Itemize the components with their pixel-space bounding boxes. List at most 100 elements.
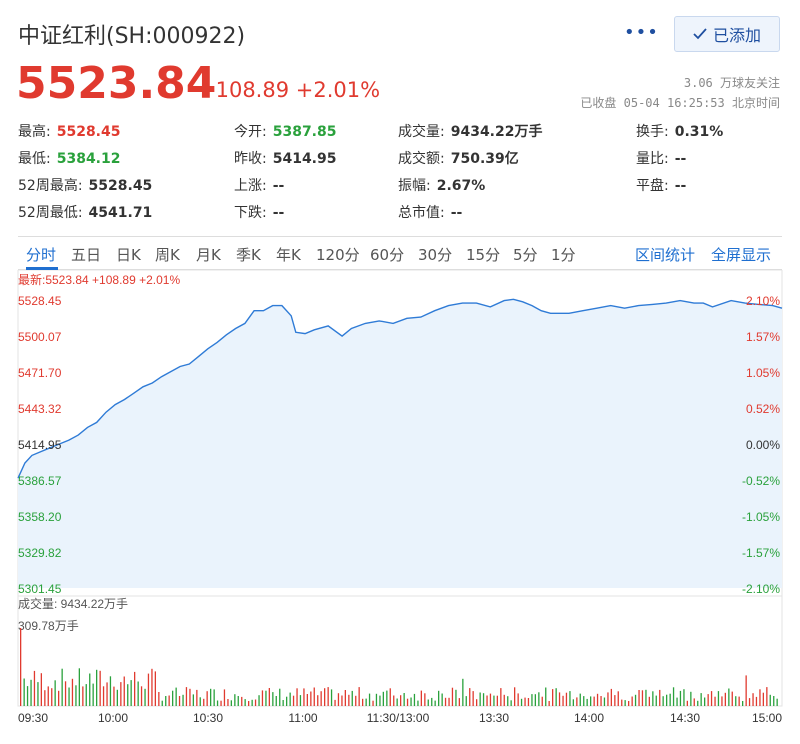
volume-bar <box>555 688 557 706</box>
volume-bar <box>127 684 129 706</box>
volume-bar <box>731 691 733 706</box>
volume-bar <box>752 693 754 706</box>
market-status: 已收盘 05-04 16:25:53 北京时间 <box>580 96 780 110</box>
volume-bar <box>444 697 447 706</box>
y-price-tick: 5471.70 <box>18 366 62 380</box>
volume-bar <box>517 693 519 706</box>
volume-bar <box>58 690 60 706</box>
volume-bar <box>178 696 181 706</box>
volume-bar <box>776 698 778 706</box>
more-options-icon[interactable]: ••• <box>624 22 659 43</box>
price-line[interactable] <box>17 298 783 479</box>
volume-bar <box>362 698 364 706</box>
stat-item: 下跌: -- <box>234 202 284 222</box>
tab-0[interactable]: 分时 <box>26 246 57 264</box>
volume-bar <box>140 686 143 706</box>
index-title: 中证红利(SH:000922) <box>18 24 246 49</box>
volume-bar <box>379 695 381 706</box>
volume-bar <box>137 681 139 706</box>
y-pct-tick: -1.05% <box>742 510 780 524</box>
volume-bar <box>286 696 288 706</box>
tab-12[interactable]: 1分 <box>551 246 576 264</box>
volume-bar <box>400 695 402 706</box>
volume-bar <box>538 692 540 706</box>
checkmark-icon <box>693 25 707 44</box>
volume-bar <box>210 688 212 706</box>
volume-bar <box>745 675 747 706</box>
stat-value: 5414.95 <box>272 151 337 167</box>
y-price-tick: 5329.82 <box>18 546 62 560</box>
volume-bar <box>686 700 688 706</box>
added-watchlist-button[interactable]: 已添加 <box>674 16 780 52</box>
volume-bar <box>462 678 464 706</box>
y-pct-tick: 2.10% <box>746 294 780 308</box>
volume-bar <box>296 688 298 706</box>
stat-value: 4541.71 <box>88 205 153 221</box>
y-pct-tick: -2.10% <box>742 582 780 596</box>
stat-label: 总市值: <box>398 205 445 221</box>
volume-bar <box>154 671 156 706</box>
tab-9[interactable]: 30分 <box>418 246 453 264</box>
volume-bar <box>147 673 150 706</box>
volume-bar <box>20 628 22 706</box>
volume-bar <box>728 688 730 706</box>
tab-11[interactable]: 5分 <box>513 246 538 264</box>
volume-bar <box>503 694 505 706</box>
volume-bar <box>244 699 246 706</box>
volume-bar <box>203 698 205 706</box>
fullscreen-link[interactable]: 全屏显示 <box>711 246 772 264</box>
intraday-chart[interactable]: 雪球最新:5523.84 +108.89 +2.01%5528.455500.0… <box>0 269 800 744</box>
volume-bar <box>610 688 612 706</box>
stat-item: 总市值: -- <box>398 202 462 222</box>
volume-bar <box>144 688 146 706</box>
volume-bar <box>182 694 184 706</box>
volume-bar <box>493 695 495 706</box>
volume-bar <box>389 688 391 706</box>
volume-bar <box>735 696 737 706</box>
stat-item: 量比: -- <box>636 148 686 168</box>
tab-3[interactable]: 周K <box>155 246 180 264</box>
tab-2[interactable]: 日K <box>116 246 141 264</box>
volume-bar <box>386 690 388 706</box>
volume-bar <box>676 697 678 706</box>
volume-bar <box>624 700 626 706</box>
volume-bar <box>330 689 333 706</box>
volume-bar <box>89 673 91 706</box>
tab-10[interactable]: 15分 <box>466 246 501 264</box>
price-area <box>18 299 782 588</box>
volume-bar <box>44 690 46 706</box>
volume-bar <box>299 695 302 706</box>
volume-bar <box>344 690 346 706</box>
volume-bar <box>617 691 619 706</box>
volume-bar <box>71 678 74 706</box>
volume-bar <box>593 696 595 706</box>
chart-svg[interactable]: 雪球最新:5523.84 +108.89 +2.01%5528.455500.0… <box>0 269 800 744</box>
volume-bar <box>54 680 56 706</box>
stat-label: 振幅: <box>398 178 431 194</box>
stat-value: -- <box>450 205 463 221</box>
stat-item: 最低: 5384.12 <box>18 148 120 168</box>
tab-6[interactable]: 年K <box>276 246 301 264</box>
stat-value: 5387.85 <box>272 124 337 140</box>
y-pct-tick: 0.00% <box>746 438 780 452</box>
x-time-tick: 09:30 <box>18 711 48 725</box>
tab-5[interactable]: 季K <box>236 246 261 264</box>
volume-bar <box>327 687 329 706</box>
active-tab-indicator <box>26 267 58 270</box>
y-price-tick: 5528.45 <box>18 294 62 308</box>
stat-label: 最低: <box>18 151 51 167</box>
volume-bar <box>714 696 716 706</box>
volume-bar <box>524 697 526 706</box>
volume-bar <box>106 682 108 706</box>
stat-label: 下跌: <box>234 205 267 221</box>
volume-bar <box>289 692 291 706</box>
volume-bar <box>82 686 84 706</box>
tab-4[interactable]: 月K <box>196 246 221 264</box>
tab-8[interactable]: 60分 <box>370 246 405 264</box>
range-stats-link[interactable]: 区间统计 <box>635 246 696 264</box>
tab-1[interactable]: 五日 <box>71 246 102 264</box>
volume-bar <box>337 693 340 706</box>
tab-7[interactable]: 120分 <box>316 246 360 264</box>
volume-bar <box>375 693 378 706</box>
volume-bar <box>455 689 457 706</box>
